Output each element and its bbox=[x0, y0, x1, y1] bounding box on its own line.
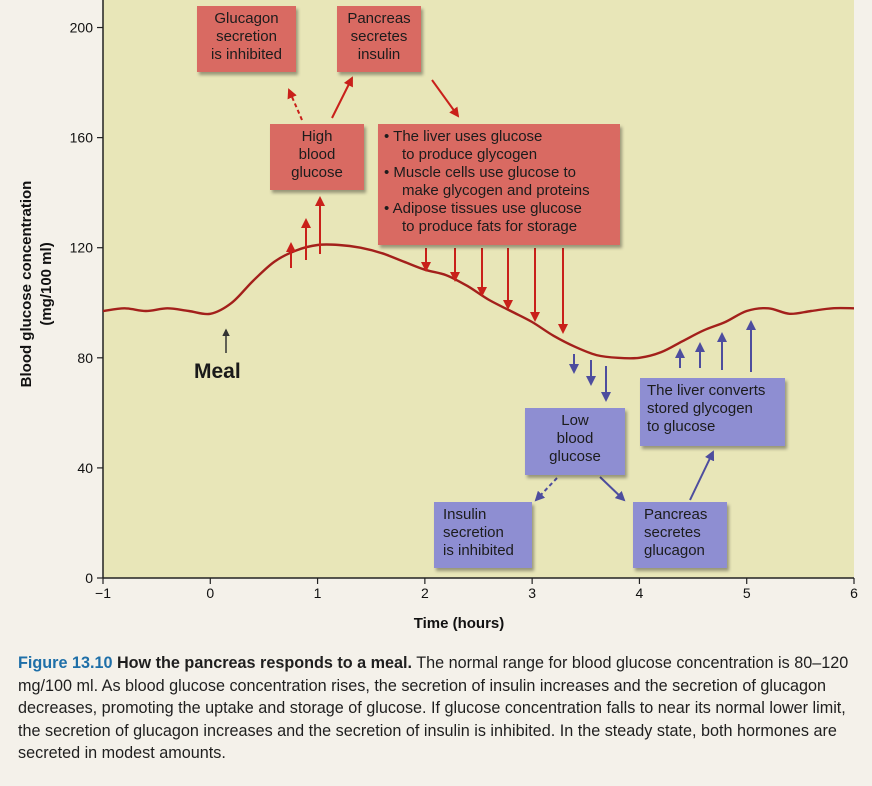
box-line: secretes bbox=[644, 524, 701, 541]
x-tick-label: −1 bbox=[95, 585, 111, 601]
figure-caption: Figure 13.10 How the pancreas responds t… bbox=[18, 652, 860, 765]
to-insulin-arrow bbox=[331, 76, 353, 119]
figure-body: The normal range for blood glucose conce… bbox=[18, 654, 849, 763]
y-tick-label: 120 bbox=[70, 240, 94, 256]
box-line: blood bbox=[556, 430, 594, 447]
box-line: secretes bbox=[350, 28, 408, 45]
y-tick-label: 40 bbox=[77, 460, 93, 476]
y-tick-label: 200 bbox=[70, 20, 94, 36]
high-glucose-box: High blood glucose bbox=[270, 124, 364, 190]
tick-marks bbox=[97, 26, 855, 584]
low-glucose-box: Low blood glucose bbox=[525, 408, 625, 475]
box-line: to glucose bbox=[647, 418, 716, 435]
list-item: • The liver uses glucose bbox=[384, 128, 543, 145]
box-line: stored glycogen bbox=[647, 400, 753, 417]
meal-label: Meal bbox=[194, 360, 241, 383]
plot-area bbox=[103, 0, 854, 578]
box-line: is inhibited bbox=[211, 46, 282, 63]
box-line: Pancreas bbox=[644, 506, 708, 523]
box-line: The liver converts bbox=[647, 382, 766, 399]
box-line: blood bbox=[298, 146, 336, 163]
x-tick-label: 1 bbox=[314, 585, 322, 601]
box-line: Low bbox=[561, 412, 589, 429]
y-tick-label: 80 bbox=[77, 350, 93, 366]
to-insulin-inhibited-arrow bbox=[534, 477, 558, 502]
liver-converts-box: The liver converts stored glycogen to gl… bbox=[640, 378, 785, 446]
figure-title: How the pancreas responds to a meal. bbox=[116, 654, 413, 672]
y-axis-label-line2: (mg/100 ml) bbox=[38, 242, 55, 325]
insulin-to-liver-arrow bbox=[431, 79, 460, 118]
insulin-inhibited-box: Insulin secretion is inhibited bbox=[434, 502, 532, 568]
x-tick-label: 0 bbox=[206, 585, 214, 601]
y-tick-label: 160 bbox=[70, 130, 94, 146]
list-item: • Adipose tissues use glucose bbox=[384, 200, 582, 217]
list-item-cont: make glycogen and proteins bbox=[402, 182, 590, 199]
axes bbox=[102, 0, 854, 579]
x-tick-label: 6 bbox=[850, 585, 858, 601]
box-line: glucagon bbox=[644, 542, 705, 559]
list-item-cont: to produce glycogen bbox=[402, 146, 538, 163]
pancreas-insulin-box: Pancreas secretes insulin bbox=[337, 6, 421, 72]
box-line: secretion bbox=[216, 28, 277, 45]
box-line: Pancreas bbox=[347, 10, 411, 27]
figure-number: Figure 13.10 bbox=[18, 654, 113, 672]
box-line: Insulin bbox=[443, 506, 487, 523]
x-axis-label: Time (hours) bbox=[414, 615, 505, 632]
to-glucagon-inhibited-arrow bbox=[287, 88, 303, 121]
box-line: High bbox=[301, 128, 333, 145]
y-tick-label: 0 bbox=[85, 570, 93, 586]
pancreas-glucagon-box: Pancreas secretes glucagon bbox=[633, 502, 727, 568]
x-tick-label: 3 bbox=[528, 585, 536, 601]
x-tick-label: 5 bbox=[743, 585, 751, 601]
list-item-cont: to produce fats for storage bbox=[402, 218, 578, 235]
box-line: secretion bbox=[443, 524, 504, 541]
box-line: Glucagon bbox=[214, 10, 279, 27]
arrows bbox=[222, 76, 756, 502]
list-item: • Muscle cells use glucose to bbox=[384, 164, 577, 181]
glucagon-to-liver-arrow bbox=[689, 450, 715, 501]
box-line: insulin bbox=[357, 46, 401, 63]
box-line: glucose bbox=[291, 164, 343, 181]
glucagon-inhibited-box: Glucagon secretion is inhibited bbox=[197, 6, 296, 72]
x-tick-label: 2 bbox=[421, 585, 429, 601]
x-tick-label: 4 bbox=[636, 585, 644, 601]
box-line: glucose bbox=[549, 448, 601, 465]
box-line: is inhibited bbox=[443, 542, 514, 559]
y-axis-label-line1: Blood glucose concentration bbox=[18, 181, 35, 388]
to-glucagon-arrow bbox=[599, 476, 626, 502]
liver-uses-box: • The liver uses glucose to produce glyc… bbox=[378, 124, 620, 245]
